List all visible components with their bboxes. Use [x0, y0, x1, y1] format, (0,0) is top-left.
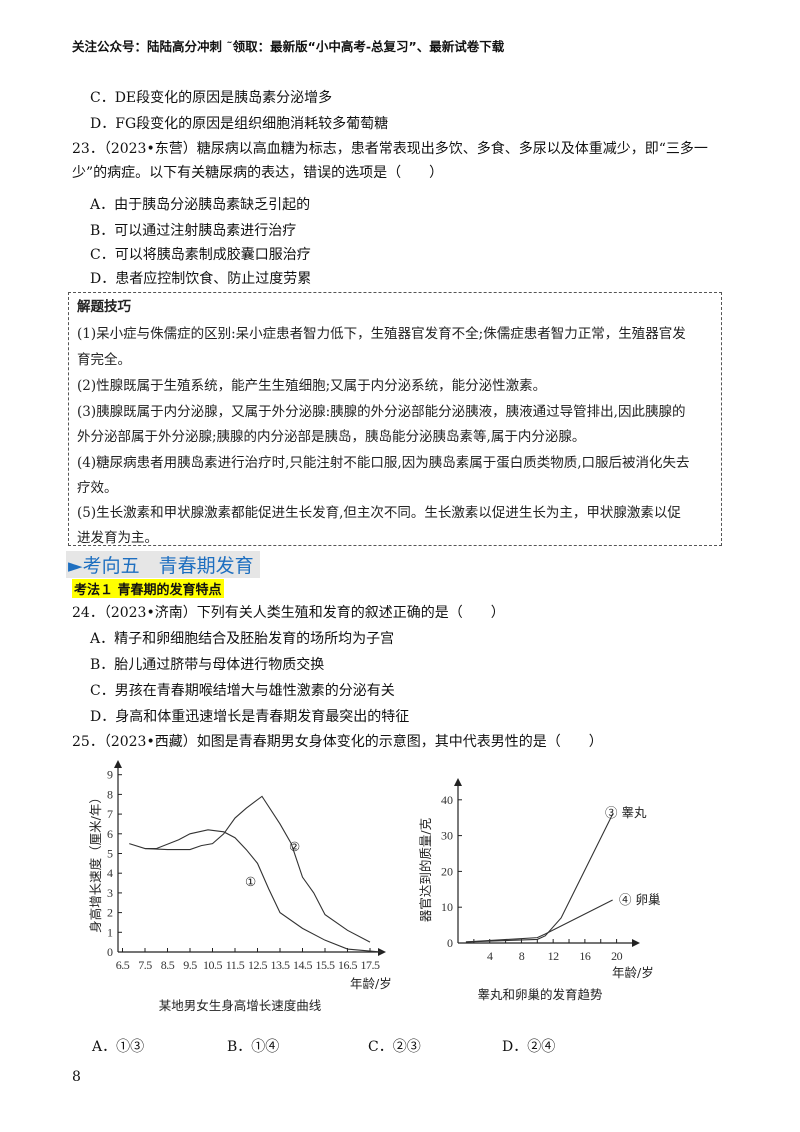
- series-line-2: [465, 899, 613, 943]
- q24-option-a: A．精子和卵细胞结合及胚胎发育的场所均为子宫: [90, 631, 395, 647]
- y-axis-label: 器官达到的质量/克: [418, 818, 433, 922]
- x-tick-label: 17.5: [361, 958, 381, 972]
- x-tick-label: 14.5: [293, 958, 313, 972]
- tips-box: 解题技巧 (1)呆小症与侏儒症的区别:呆小症患者智力低下，生殖器官发育不全;侏儒…: [68, 292, 722, 546]
- x-tick-label: 8.5: [161, 958, 175, 972]
- tips-line: 育完全。: [77, 352, 131, 368]
- option-d: D．FG段变化的原因是组织细胞消耗较多葡萄糖: [90, 116, 389, 132]
- q23-option-d: D．患者应控制饮食、防止过度劳累: [90, 271, 312, 287]
- series-line-1: [129, 829, 382, 953]
- x-tick-label: 16: [579, 949, 591, 963]
- series-label: ④ 卵巢: [619, 892, 661, 907]
- x-tick-label: 16.5: [338, 958, 358, 972]
- x-tick-label: 20: [611, 949, 623, 963]
- series-label: ③ 睾丸: [605, 805, 647, 820]
- section-heading: ►考向五 青春期发育: [66, 551, 260, 578]
- tips-title: 解题技巧: [77, 299, 131, 315]
- chart-caption: 睾丸和卵巢的发育趋势: [477, 987, 603, 1002]
- y-tick-label: 3: [107, 886, 113, 900]
- chart-caption: 某地男女生身高增长速度曲线: [159, 998, 322, 1013]
- series-label: ②: [289, 839, 300, 854]
- q23-option-b: B．可以通过注射胰岛素进行治疗: [90, 223, 297, 239]
- tips-line: (4)糖尿病患者用胰岛素进行治疗时,只能注射不能口服,因为胰岛素属于蛋白质类物质…: [77, 455, 690, 471]
- tips-line: (3)胰腺既属于内分泌腺，又属于外分泌腺:胰腺的外分泌部能分泌胰液，胰液通过导管…: [77, 404, 686, 420]
- y-axis-arrow: [114, 760, 122, 768]
- page-number: 8: [72, 1069, 81, 1085]
- x-tick-label: 8: [519, 949, 525, 963]
- series-label: ①: [245, 874, 256, 889]
- tips-line: 进发育为主。: [77, 530, 158, 546]
- question-23-stem: 23．（2023•东营）糖尿病以高血糖为标志，患者常表现出多饮、多食、多尿以及体…: [72, 141, 708, 157]
- question-23-stem-cont: 少”的病症。以下有关糖尿病的表达，错误的选项是（ ）: [72, 165, 444, 181]
- x-tick-label: 10.5: [203, 958, 223, 972]
- y-axis-arrow: [454, 778, 462, 786]
- y-tick-label: 0: [107, 945, 113, 959]
- y-tick-label: 6: [107, 827, 113, 841]
- q25-option-b: B．①④: [227, 1039, 280, 1055]
- tips-line: (2)性腺既属于生殖系统，能产生生殖细胞;又属于内分泌系统，能分泌性激素。: [77, 378, 547, 394]
- x-tick-label: 4: [487, 949, 493, 963]
- series-line-1: [465, 813, 614, 943]
- x-tick-label: 6.5: [116, 958, 130, 972]
- y-tick-label: 1: [107, 925, 113, 939]
- x-tick-label: 11.5: [226, 958, 245, 972]
- kaofa-label: 考法１ 青春期的发育特点: [72, 579, 224, 598]
- y-tick-label: 30: [441, 829, 453, 843]
- q25-option-a: A．①③: [92, 1039, 145, 1055]
- x-axis-arrow: [632, 939, 640, 947]
- series-line-2: [144, 795, 371, 943]
- question-24-stem: 24．（2023•济南）下列有关人类生殖和发育的叙述正确的是（ ）: [72, 605, 505, 621]
- x-axis-label: 年龄/岁: [350, 976, 392, 991]
- y-axis-label: 身高增长速度（厘米/年）: [88, 791, 103, 933]
- x-axis-label: 年龄/岁: [612, 965, 654, 980]
- q23-option-c: C．可以将胰岛素制成胶囊口服治疗: [90, 247, 311, 263]
- y-tick-label: 40: [441, 793, 453, 807]
- x-tick-label: 7.5: [138, 958, 152, 972]
- y-tick-label: 9: [107, 768, 113, 782]
- q24-option-c: C．男孩在青春期喉结增大与雄性激素的分泌有关: [90, 683, 395, 699]
- q25-option-d: D．②④: [502, 1039, 556, 1055]
- y-tick-label: 7: [107, 807, 113, 821]
- y-tick-label: 0: [447, 936, 453, 950]
- x-tick-label: 9.5: [183, 958, 197, 972]
- x-tick-label: 12: [548, 949, 560, 963]
- page-header: 关注公众号：陆陆高分冲刺 ˜领取：最新版“小中高考-总复习”、最新试卷下载: [72, 39, 505, 54]
- y-tick-label: 2: [107, 906, 113, 920]
- y-tick-label: 5: [107, 847, 113, 861]
- tips-line: (1)呆小症与侏儒症的区别:呆小症患者智力低下，生殖器官发育不全;侏儒症患者智力…: [77, 326, 686, 342]
- x-axis-arrow: [378, 948, 386, 956]
- y-tick-label: 20: [441, 864, 453, 878]
- x-tick-label: 15.5: [316, 958, 336, 972]
- tips-line: 疗效。: [77, 480, 118, 496]
- tips-line: 外分泌部属于外分泌腺;胰腺的内分泌部是胰岛，胰岛能分泌胰岛素等,属于内分泌腺。: [77, 429, 586, 445]
- x-tick-label: 12.5: [248, 958, 268, 972]
- q23-option-a: A．由于胰岛分泌胰岛素缺乏引起的: [90, 197, 311, 213]
- q24-option-b: B．胎儿通过脐带与母体进行物质交换: [90, 657, 325, 673]
- question-25-stem: 25．（2023•西藏）如图是青春期男女身体变化的示意图，其中代表男性的是（ ）: [72, 734, 603, 750]
- tips-line: (5)生长激素和甲状腺激素都能促进生长发育,但主次不同。生长激素以促进生长为主，…: [77, 505, 681, 521]
- x-tick-label: 13.5: [271, 958, 291, 972]
- q25-option-c: C．②③: [368, 1039, 421, 1055]
- option-c: C．DE段变化的原因是胰岛素分泌增多: [90, 90, 333, 106]
- y-tick-label: 10: [441, 900, 453, 914]
- q24-option-d: D．身高和体重迅速增长是青春期发育最突出的特征: [90, 709, 410, 725]
- y-tick-label: 4: [107, 866, 113, 880]
- y-tick-label: 8: [107, 787, 113, 801]
